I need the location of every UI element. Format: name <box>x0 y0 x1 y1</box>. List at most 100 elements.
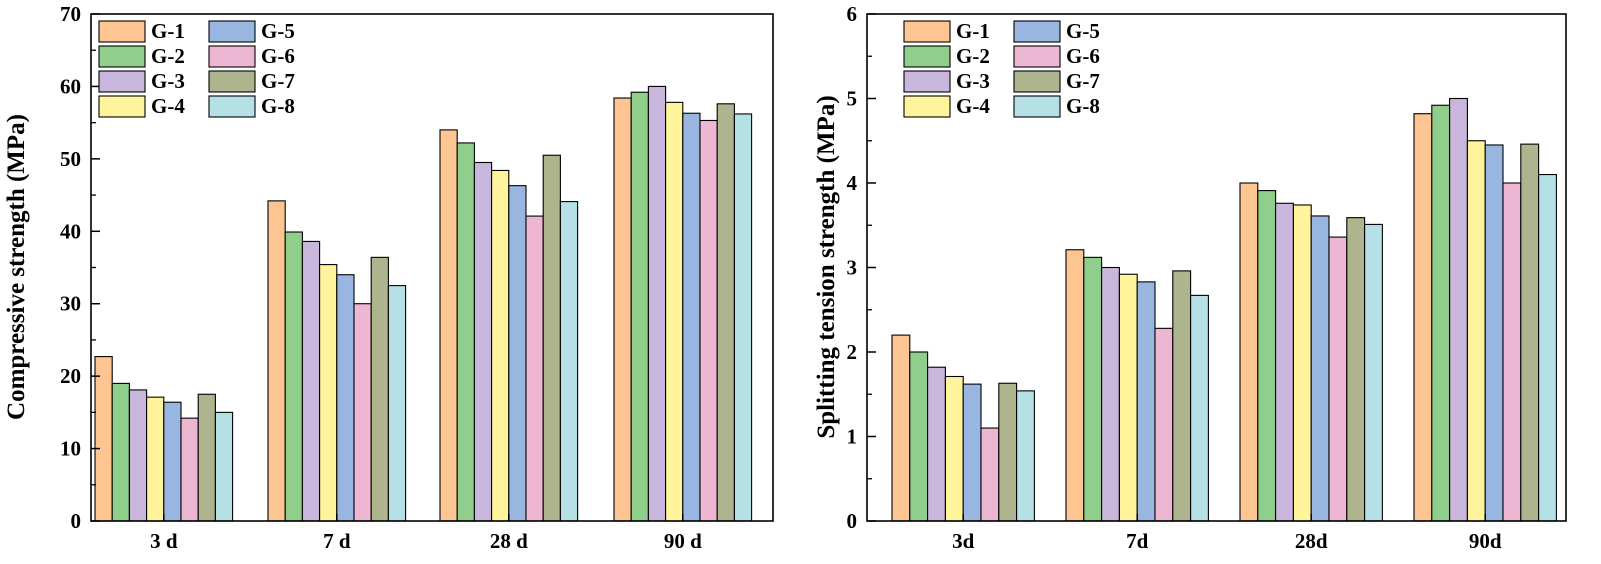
splitting-legend-label-g-7: G-7 <box>1066 69 1100 93</box>
compressive-bar-g-6-7d <box>353 303 372 522</box>
splitting-bar-g-1-7d <box>1065 249 1085 522</box>
splitting-bar-g-8-28d <box>1364 223 1383 522</box>
compressive-x-tick-label: 3 d <box>150 529 178 553</box>
splitting-y-tick-label: 4 <box>847 171 858 195</box>
splitting-bar-g-2-90d <box>1431 104 1451 522</box>
compressive-y-tick-label: 50 <box>60 147 81 171</box>
splitting-bar-g-4-28d <box>1292 204 1312 522</box>
compressive-bar-g-1-7d <box>267 200 286 522</box>
compressive-bar-g-8-90d <box>733 113 753 522</box>
splitting-bar-g-6-7d <box>1154 327 1174 522</box>
splitting-legend-swatch-g-7 <box>1013 70 1061 93</box>
splitting-legend-label-g-4: G-4 <box>956 94 990 118</box>
splitting-x-tick-label: 3d <box>952 529 975 553</box>
compressive-panel: 0 10 20 30 40 50 60 70 3 d 7 d 28 d 90 d Compressive… <box>3 2 774 553</box>
compressive-bar-g-1-28d <box>439 129 458 522</box>
splitting-legend-swatch-g-5 <box>1013 20 1061 43</box>
compressive-bar-g-1-90d <box>613 97 632 522</box>
compressive-legend-label-g-3: G-3 <box>151 69 185 93</box>
compressive-y-tick-label: 60 <box>60 74 81 98</box>
splitting-bar-g-6-3d <box>980 427 1000 522</box>
splitting-bar-g-1-28d <box>1239 182 1259 522</box>
compressive-bar-g-6-3d <box>180 417 199 522</box>
compressive-legend-swatch-g-8 <box>208 95 256 118</box>
splitting-legend-label-g-8: G-8 <box>1066 94 1100 118</box>
compressive-bar-g-2-90d <box>630 91 649 522</box>
compressive-y-tick-label: 20 <box>60 364 81 388</box>
compressive-legend-swatch-g-6 <box>208 45 256 68</box>
compressive-bar-g-3-7d <box>301 240 321 522</box>
splitting-x-tick-label: 28d <box>1295 529 1328 553</box>
splitting-legend-swatch-g-4 <box>903 95 951 118</box>
splitting-bar-g-2-28d <box>1257 190 1277 522</box>
splitting-bar-g-7-3d <box>998 382 1018 522</box>
compressive-bar-g-4-90d <box>665 101 684 522</box>
compressive-bar-g-5-7d <box>336 274 355 522</box>
splitting-bar-g-3-7d <box>1101 266 1120 522</box>
compressive-bar-g-3-90d <box>647 85 667 522</box>
compressive-bar-g-4-28d <box>491 169 510 522</box>
splitting-y-tick-label: 6 <box>847 2 858 26</box>
compressive-bar-g-5-3d <box>163 401 182 522</box>
splitting-legend-label-g-5: G-5 <box>1066 19 1100 43</box>
compressive-bar-g-5-28d <box>508 185 527 522</box>
splitting-bar-g-5-28d <box>1310 215 1330 522</box>
compressive-bar-g-3-28d <box>473 161 493 522</box>
splitting-bar-g-5-7d <box>1136 281 1156 522</box>
compressive-bar-g-2-28d <box>456 142 475 522</box>
compressive-bar-g-5-90d <box>682 112 701 522</box>
splitting-bar-g-1-3d <box>891 334 911 522</box>
compressive-bar-g-1-3d <box>94 356 113 522</box>
compressive-legend-label-g-4: G-4 <box>151 94 185 118</box>
splitting-y-tick-label: 1 <box>847 425 858 449</box>
splitting-legend-swatch-g-1 <box>903 20 951 43</box>
splitting-x-tick-label: 90d <box>1469 529 1502 553</box>
splitting-bar-g-3-3d <box>927 366 946 522</box>
splitting-legend-label-g-2: G-2 <box>956 44 990 68</box>
compressive-legend: G-1G-2G-3G-4 G-5G-6G-7G-8 <box>98 19 295 118</box>
splitting-panel: 0 1 2 3 4 5 6 3d 7d 28d 90d Splitting tension stren… <box>813 2 1567 553</box>
splitting-bar-g-4-90d <box>1466 140 1486 522</box>
splitting-legend-label-g-3: G-3 <box>956 69 990 93</box>
compressive-legend-swatch-g-1 <box>98 20 146 43</box>
compressive-legend-label-g-6: G-6 <box>261 44 295 68</box>
splitting-legend-label-g-6: G-6 <box>1066 44 1100 68</box>
compressive-bar-g-8-3d <box>214 411 234 522</box>
splitting-bar-g-5-3d <box>962 383 982 522</box>
splitting-legend-swatch-g-6 <box>1013 45 1061 68</box>
compressive-x-tick-label: 28 d <box>490 529 528 553</box>
compressive-bar-g-7-90d <box>716 103 735 522</box>
compressive-bar-g-6-90d <box>699 119 718 522</box>
compressive-legend-swatch-g-3 <box>98 70 146 93</box>
splitting-bar-g-5-90d <box>1484 144 1504 522</box>
splitting-x-tick-label: 7d <box>1126 529 1149 553</box>
splitting-y-tick-label: 5 <box>847 87 858 111</box>
compressive-legend-swatch-g-4 <box>98 95 146 118</box>
compressive-bar-g-3-3d <box>128 389 148 522</box>
splitting-bar-g-8-90d <box>1538 174 1557 522</box>
compressive-y-axis-title: Compressive strength (MPa) <box>3 114 30 420</box>
splitting-y-axis-title: Splitting tension strength (MPa) <box>813 95 840 438</box>
compressive-y-tick-label: 10 <box>60 437 81 461</box>
splitting-bar-g-7-7d <box>1172 270 1192 522</box>
splitting-y-tick-label: 2 <box>847 340 858 364</box>
splitting-bar-g-6-90d <box>1502 182 1522 522</box>
splitting-y-tick-label: 0 <box>847 509 858 533</box>
compressive-legend-swatch-g-7 <box>208 70 256 93</box>
compressive-legend-label-g-1: G-1 <box>151 19 185 43</box>
compressive-bar-g-2-3d <box>111 382 130 522</box>
compressive-legend-label-g-2: G-2 <box>151 44 185 68</box>
compressive-bar-g-8-7d <box>387 285 407 522</box>
compressive-legend-swatch-g-2 <box>98 45 146 68</box>
compressive-legend-label-g-5: G-5 <box>261 19 295 43</box>
compressive-bar-g-2-7d <box>284 231 303 522</box>
splitting-bar-g-1-90d <box>1413 113 1433 522</box>
splitting-legend-swatch-g-8 <box>1013 95 1061 118</box>
compressive-legend-label-g-8: G-8 <box>261 94 295 118</box>
compressive-x-tick-label: 7 d <box>323 529 351 553</box>
splitting-bar-g-3-90d <box>1449 97 1468 522</box>
splitting-legend-label-g-1: G-1 <box>956 19 990 43</box>
splitting-bar-g-4-7d <box>1118 273 1138 522</box>
splitting-bar-g-7-90d <box>1520 143 1540 522</box>
